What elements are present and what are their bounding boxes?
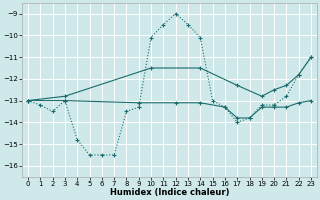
X-axis label: Humidex (Indice chaleur): Humidex (Indice chaleur)	[110, 188, 229, 197]
